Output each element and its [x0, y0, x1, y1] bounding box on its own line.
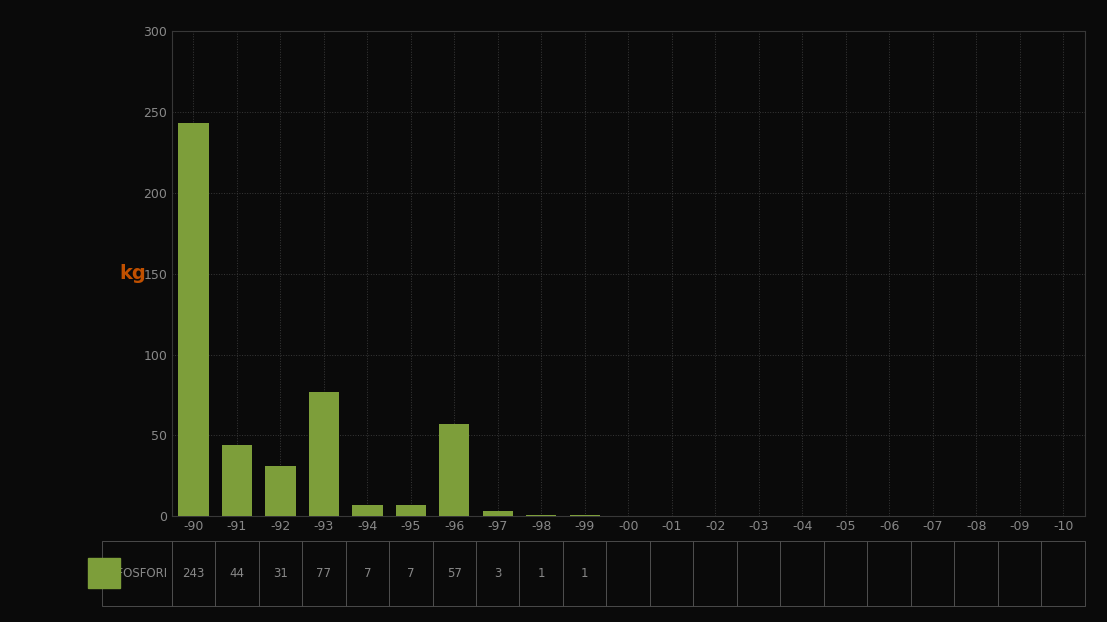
Y-axis label: kg: kg: [120, 264, 146, 283]
Bar: [526, 514, 557, 516]
Bar: [352, 505, 383, 516]
Bar: [395, 505, 426, 516]
Bar: [483, 511, 513, 516]
Bar: [569, 514, 600, 516]
Bar: [221, 445, 252, 516]
Bar: [309, 392, 339, 516]
Bar: [265, 466, 296, 516]
Bar: [439, 424, 469, 516]
Bar: [178, 123, 208, 516]
